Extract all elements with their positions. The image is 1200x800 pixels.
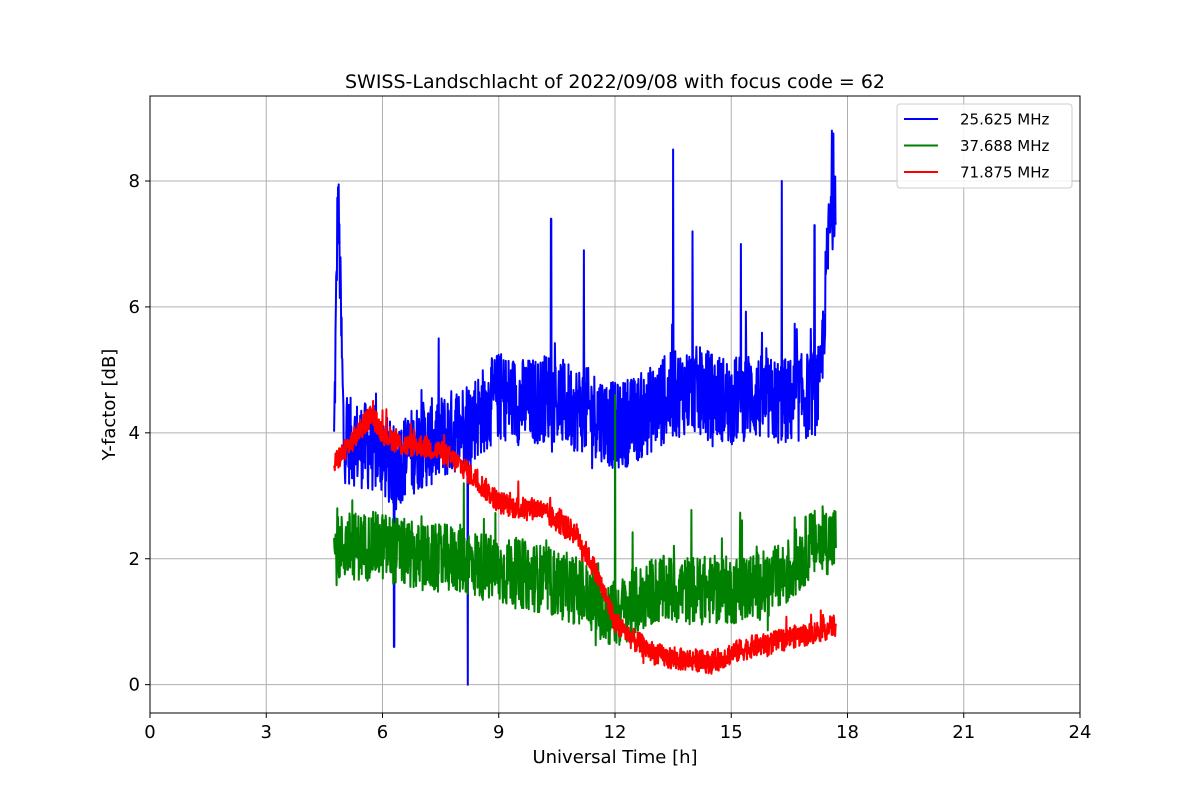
x-tick-label: 3: [261, 722, 272, 743]
legend-label-2: 71.875 MHz: [960, 164, 1049, 182]
legend-box: [896, 103, 1073, 189]
series-line-1: [333, 394, 837, 647]
x-tick-label: 15: [720, 722, 743, 743]
y-tick-label: 8: [129, 171, 140, 192]
series-line-2: [333, 399, 837, 675]
x-tick-label: 6: [377, 722, 388, 743]
x-tick-label: 0: [144, 722, 155, 743]
chart-title: SWISS-Landschlacht of 2022/09/08 with fo…: [345, 71, 885, 93]
legend-label-1: 37.688 MHz: [960, 137, 1049, 155]
y-tick-label: 6: [129, 297, 140, 318]
x-tick-label: 24: [1069, 722, 1092, 743]
y-axis-label: Y-factor [dB]: [99, 349, 120, 462]
legend: 25.625 MHz 37.688 MHz 71.875 MHz: [896, 103, 1073, 189]
y-tick-label: 2: [129, 549, 140, 570]
x-tick-label: 12: [604, 722, 627, 743]
y-tick-label: 4: [129, 423, 140, 444]
x-tick-label: 18: [836, 722, 859, 743]
y-tick-label: 0: [129, 675, 140, 696]
legend-label-0: 25.625 MHz: [960, 111, 1049, 129]
x-axis-label: Universal Time [h]: [532, 747, 697, 768]
x-tick-label: 9: [493, 722, 504, 743]
x-tick-label: 21: [952, 722, 975, 743]
series-line-0: [333, 129, 837, 686]
series-layer: [333, 129, 837, 686]
